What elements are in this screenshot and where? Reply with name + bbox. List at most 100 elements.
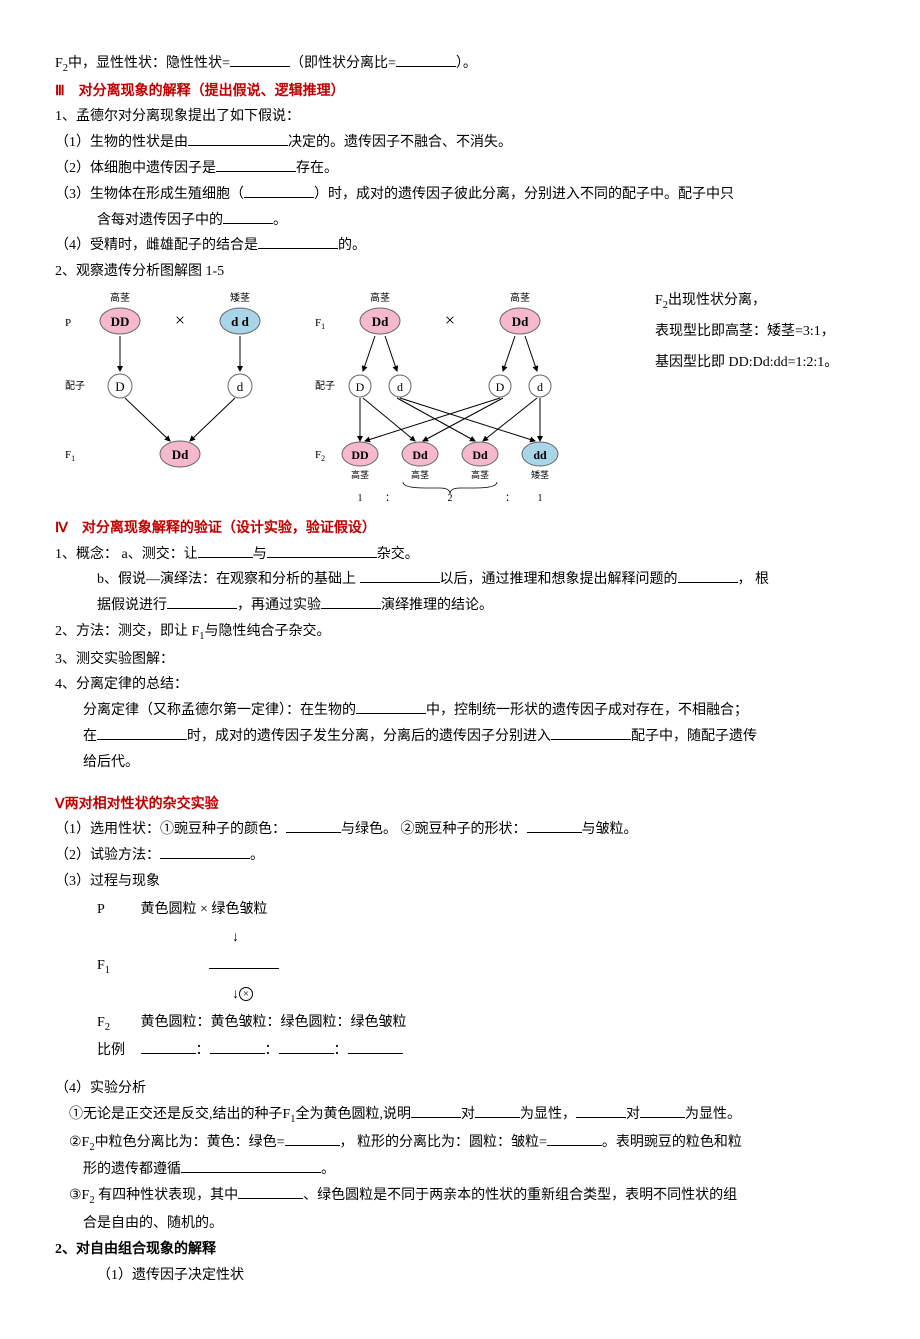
sec5-l4-3: ③F2 有四种性状表现，其中、绿色圆粒是不同于两亲本的性状的重新组合类型，表明不… [55,1184,865,1210]
text: （3）生物体在形成生殖细胞（ [55,187,244,202]
blank[interactable] [198,543,253,558]
colon: ： [505,493,515,504]
label-F1-r: F1 [315,317,325,331]
f2-mid2: （即性状分离比= [290,56,396,71]
text: （4）受精时，雌雄配子的结合是 [55,238,258,253]
blank-ratio2[interactable] [396,52,456,67]
blank[interactable] [210,1039,265,1054]
text: 基因型比即 DD:Dd:dd=1:2:1。 [655,348,838,379]
line-f2-ratio: F2中，显性性状：隐性性状=（即性状分离比=）。 [55,52,865,78]
blank[interactable] [160,844,250,859]
text: （1）选用性状：①豌豆种子的颜色： [55,822,286,837]
sec3-l1-1: （1）生物的性状是由决定的。遗传因子不融合、不消失。 [55,131,865,155]
text: （2）试验方法： [55,848,160,863]
text: 为显性。 [685,1107,741,1122]
text: 。 [250,848,264,863]
blank[interactable] [181,1158,321,1173]
text: （2）体细胞中遗传因子是 [55,161,216,176]
blank[interactable] [411,1103,461,1118]
blank-gamete[interactable] [244,183,314,198]
colon: ： [196,1043,210,1058]
label-tall-r1: 高茎 [370,291,390,304]
section5-heading: Ⅴ两对相对性状的杂交实验 [55,793,865,817]
text: Dd [512,314,529,329]
blank[interactable] [475,1103,520,1118]
p-text: 黄色圆粒 × 绿色皱粒 [141,902,268,917]
text: d [397,380,403,394]
blank[interactable] [348,1039,403,1054]
label-F2: F2 [97,1009,137,1038]
ratio: 1 [358,493,363,504]
text-Dd: Dd [172,447,189,462]
blank[interactable] [678,568,738,583]
text: 与皱粒。 [582,822,638,837]
sec3-l2: 2、观察遗传分析图解图 1-5 [55,260,865,284]
blank[interactable] [279,1039,334,1054]
label-short-l: 矮茎 [230,292,250,304]
text: ③F [69,1188,89,1203]
blank-random[interactable] [258,234,338,249]
blank[interactable] [167,594,237,609]
text: 与绿色。 ②豌豆种子的形状： [341,822,527,837]
label-tall-r2: 高茎 [510,291,530,304]
text: 有四种性状表现，其中 [95,1188,239,1203]
label-gamete: 配子 [65,380,85,392]
blank[interactable] [576,1103,626,1118]
blank[interactable] [321,594,381,609]
ratio: 1 [538,493,543,504]
sec4-l1: 1、概念： a、测交：让与杂交。 [55,543,865,567]
sec4-l4a: 分离定律（又称孟德尔第一定律）：在生物的中，控制统一形状的遗传因子成对存在，不相… [55,699,865,723]
blank[interactable] [527,818,582,833]
text: 时，成对的遗传因子发生分离，分离后的遗传因子分别进入 [187,729,551,744]
text-dd: d d [231,314,249,329]
blank[interactable] [285,1131,340,1146]
sec5-l2: （2）试验方法： 。 [55,844,865,868]
arrow [190,398,235,441]
blank[interactable] [267,543,377,558]
blank[interactable] [97,725,187,740]
text: 在 [83,729,97,744]
text: 对 [626,1107,640,1122]
blank-f1[interactable] [209,954,279,969]
text-D: D [115,379,124,394]
arrow [363,336,375,371]
blank-trait-factor[interactable] [188,131,288,146]
genetics-diagram: F2出现性状分离， 表现型比即高茎：矮茎=3:1， 基因型比即 DD:Dd:dd… [55,286,865,515]
diagram-side-notes: F2出现性状分离， 表现型比即高茎：矮茎=3:1， 基因型比即 DD:Dd:dd… [655,286,838,378]
sec4-l2: 2、方法：测交，即让 F1与隐性纯合子杂交。 [55,620,865,646]
text: DD [351,448,369,462]
ratio: 2 [448,493,453,504]
blank[interactable] [360,568,440,583]
blank[interactable] [640,1103,685,1118]
text: 、绿色圆粒是不同于两亲本的性状的重新组合类型，表明不同性状的组 [303,1188,737,1203]
label-F1: F1 [97,952,137,981]
text-DD: DD [111,314,130,329]
blank[interactable] [238,1184,303,1199]
sec5-l3: （3）过程与现象 [55,870,865,894]
label-tall-l: 高茎 [110,291,130,304]
cross-r: × [445,310,455,330]
label: 高茎 [471,469,489,480]
blank-somatic[interactable] [216,157,296,172]
blank[interactable] [356,699,426,714]
blank[interactable] [286,818,341,833]
section3-heading: Ⅲ 对分离现象的解释（提出假说、逻辑推理） [55,80,865,104]
text: 中，控制统一形状的遗传因子成对存在，不相融合； [426,703,748,718]
text-d: d [237,379,244,394]
arrow [385,336,397,371]
label-ratio: 比例 [97,1037,137,1065]
f2-mid: 中，显性性状：隐性性状= [68,56,230,71]
f2-prefix: F [55,56,63,71]
blank[interactable] [141,1039,196,1054]
blank[interactable] [547,1131,602,1146]
blank[interactable] [551,725,631,740]
text: 的。 [338,238,366,253]
text: 与隐性纯合子杂交。 [205,624,331,639]
blank-one[interactable] [223,209,273,224]
blank-ratio1[interactable] [230,52,290,67]
text: ②F [69,1135,89,1150]
text: ①无论是正交还是反交,结出的种子F [69,1107,290,1122]
text: Dd [372,314,389,329]
sec5-l4: （4）实验分析 [55,1077,865,1101]
sec3-l1: 1、孟德尔对分离现象提出了如下假说： [55,105,865,129]
